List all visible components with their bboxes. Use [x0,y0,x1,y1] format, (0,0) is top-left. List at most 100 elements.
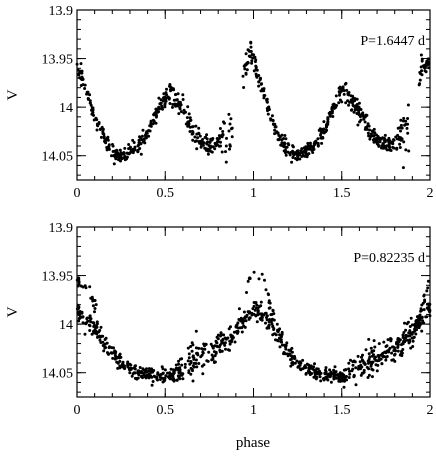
data-point [90,295,94,299]
data-point [176,92,180,96]
data-point [111,144,115,148]
data-point [267,320,271,324]
data-point [289,349,293,353]
data-point [173,368,177,372]
data-point [385,349,389,353]
data-point [285,341,289,345]
data-point [391,358,395,362]
data-point [244,319,248,323]
data-point [254,72,258,76]
data-point [377,342,381,346]
data-point [286,142,290,146]
data-point [354,108,358,112]
data-point [97,122,101,126]
data-point [337,101,341,105]
x-tick-label: 1 [250,186,257,201]
data-point [423,69,427,73]
data-point [81,315,85,319]
data-point [274,333,278,337]
data-point [344,81,348,85]
data-point [311,367,315,371]
data-point [384,345,388,348]
data-point [139,136,143,140]
data-point [316,144,320,148]
data-point [206,152,210,156]
data-point [401,119,405,123]
data-point [282,141,286,145]
data-point [413,325,417,329]
data-point [280,141,284,145]
data-point [133,145,137,149]
data-point [409,316,413,320]
data-point [210,150,214,154]
data-point [346,99,350,103]
data-point [93,310,96,314]
data-point [383,140,387,144]
data-point [262,96,266,100]
data-point [270,312,274,316]
data-point [229,117,233,121]
data-point [177,359,180,363]
data-point [417,83,421,87]
data-point [332,368,336,372]
data-point [332,376,336,380]
data-point [215,140,219,144]
data-point [268,318,272,321]
data-point [159,98,163,102]
data-point [262,313,266,317]
data-point [181,93,185,97]
data-point [374,137,378,140]
data-point [163,368,167,372]
data-point [298,367,302,371]
data-point [302,149,306,153]
data-point [155,375,159,379]
data-point [404,334,408,337]
data-point [383,133,387,137]
data-point [88,316,92,320]
data-point [230,126,234,130]
data-point [83,87,87,90]
data-point [249,45,253,49]
data-point [224,150,227,154]
data-point [273,132,277,136]
data-point [372,353,375,357]
data-point [95,332,99,336]
data-point [128,145,132,149]
data-point [208,140,212,144]
data-point [347,361,351,365]
data-point [177,362,181,366]
data-point [367,134,371,138]
data-point [75,62,79,66]
data-point [210,344,214,348]
data-point [201,350,205,354]
data-point [119,355,123,359]
data-point [188,125,192,129]
data-point [260,272,264,276]
data-point [185,116,189,120]
data-point [333,104,337,108]
data-point [428,314,432,318]
data-point [228,339,232,343]
data-point [338,371,342,375]
data-point [84,321,88,325]
data-point [90,106,94,110]
data-point [418,78,422,82]
data-point [250,59,254,63]
data-point [278,333,282,337]
data-point [228,342,232,346]
data-point [298,157,302,161]
data-point [385,144,388,148]
data-point [145,134,149,138]
data-point [205,133,209,137]
data-point [193,140,197,143]
data-point [399,123,403,127]
data-point [396,133,400,137]
data-point [166,371,169,375]
data-point [427,66,431,70]
data-point [284,148,287,152]
data-point [112,162,116,166]
y-tick-label: 13.9 [49,221,74,236]
data-point [400,137,404,141]
data-point [353,360,357,364]
data-point [311,151,315,154]
